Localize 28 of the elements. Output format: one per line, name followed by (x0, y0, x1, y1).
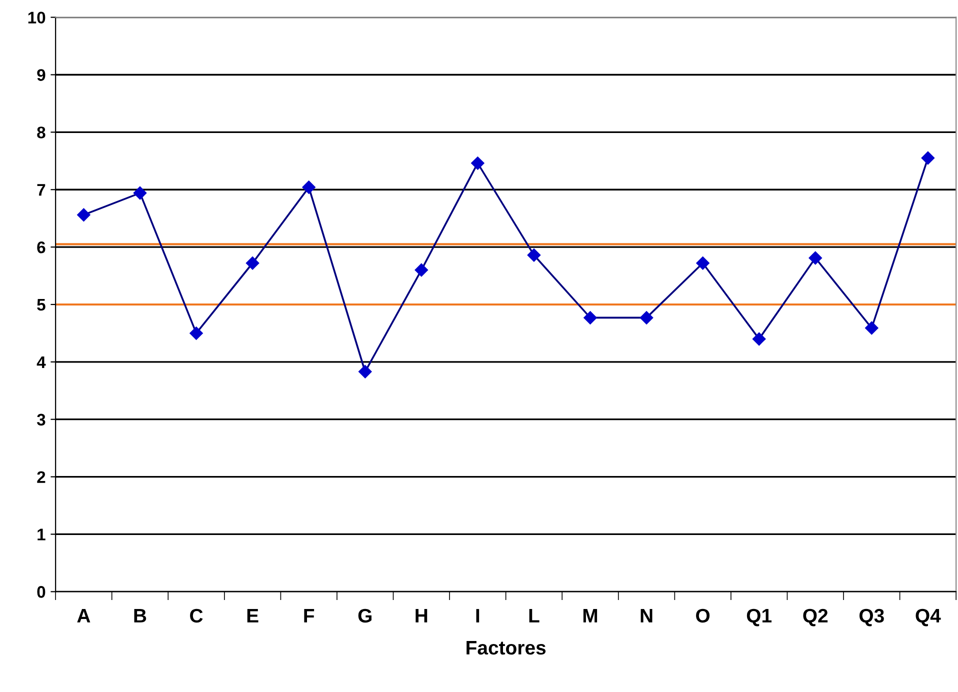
y-tick-label: 5 (37, 299, 46, 311)
y-tick-label: 2 (37, 471, 46, 483)
y-tick-label: 8 (37, 126, 46, 138)
y-tick-label: 0 (37, 586, 46, 598)
x-tick-label: Q1 (746, 608, 772, 626)
x-tick-label: A (77, 609, 90, 622)
x-tick-label: I (476, 609, 480, 622)
y-tick-label: 1 (38, 528, 46, 540)
x-tick-label: G (358, 608, 372, 623)
x-axis-title: Factores (466, 641, 546, 655)
y-tick-label: 9 (37, 69, 46, 81)
x-tick-label: Q4 (916, 608, 941, 626)
y-tick-label: 4 (36, 356, 46, 368)
y-tick-label: 7 (37, 184, 46, 196)
x-tick-label: F (304, 609, 314, 622)
x-tick-label: L (529, 609, 540, 622)
x-tick-label: C (190, 608, 203, 623)
x-tick-label: B (134, 609, 146, 622)
y-tick-label: 6 (37, 241, 46, 254)
x-tick-label: H (416, 609, 428, 622)
y-tick-label: 3 (36, 414, 46, 426)
x-tick-label: Q2 (803, 608, 828, 626)
x-tick-label: M (583, 609, 598, 622)
x-tick-label: O (696, 608, 710, 623)
x-tick-label: E (247, 609, 258, 622)
y-tick-label: 10 (28, 12, 46, 24)
x-tick-label: N (640, 609, 652, 622)
x-tick-label: Q3 (859, 608, 884, 626)
